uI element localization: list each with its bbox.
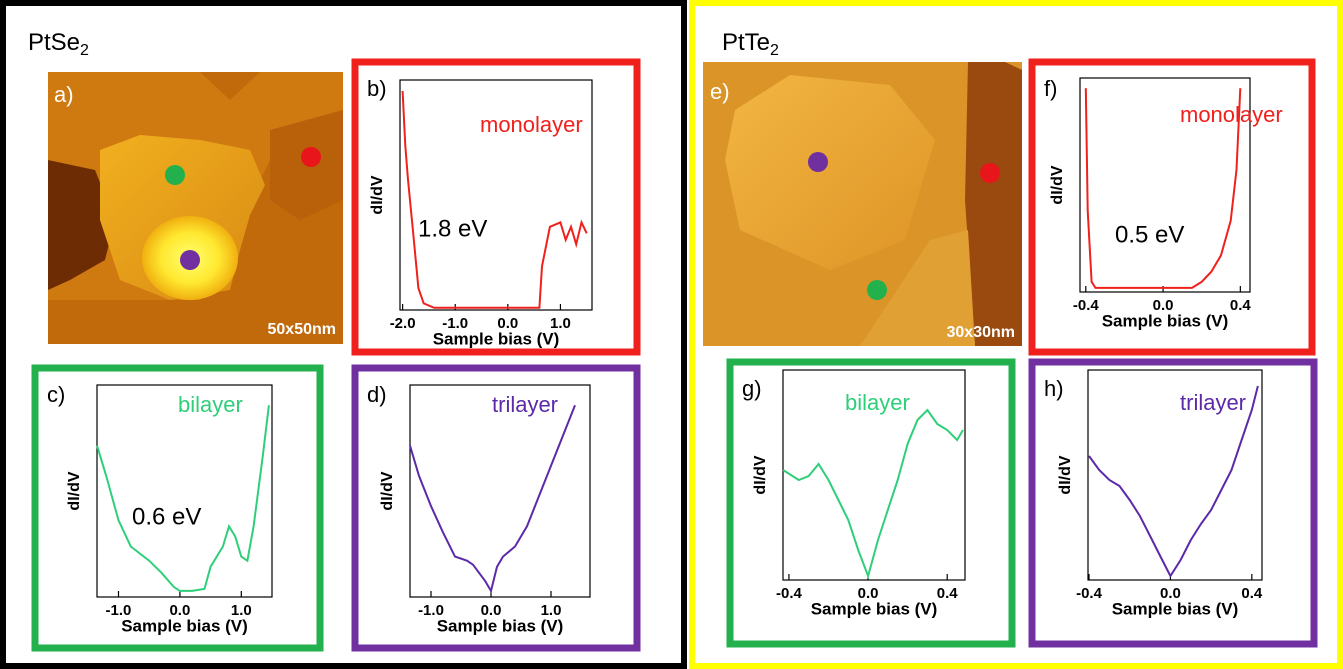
title-sub: 2 [770,42,779,59]
x-tick-label: 0.0 [1153,297,1174,314]
group-title: PtSe2 [28,29,89,59]
panel-label: c) [47,382,65,407]
gap-label: 1.8 eV [418,215,487,242]
x-axis-label: Sample bias (V) [811,599,938,618]
x-tick-label: 1.0 [231,602,252,619]
panel-frame [1028,358,1318,648]
panel-label: b) [367,76,387,101]
x-tick-label: 0.0 [858,585,879,602]
y-axis-label: dI/dV [1049,165,1066,204]
spectrum-line [1088,385,1259,579]
gap-label: 0.6 eV [132,503,201,530]
group-frame [689,0,1343,669]
spectrum-line [401,90,588,309]
spectrum-line [782,408,964,580]
plot-area [409,384,591,598]
annotation: trilayer [492,392,558,417]
spectrum-line [96,405,270,592]
scale-label: 50x50nm [268,321,337,338]
x-axis-label: Sample bias (V) [1112,599,1239,618]
plot-area [782,369,966,581]
annotation: bilayer [178,392,243,417]
x-tick-label: 0.0 [169,602,190,619]
plot-area [399,79,593,311]
title-base: PtSe [28,29,80,56]
y-axis-label: dI/dV [379,471,396,510]
panel-label: h) [1044,376,1064,401]
x-tick-label: -0.4 [1073,297,1100,314]
location-dot [980,163,1000,183]
gap-label: 0.5 eV [1115,221,1184,248]
annotation: bilayer [845,390,910,415]
panel-label: a) [54,82,74,107]
stm-image [703,62,1022,346]
x-tick-label: 1.0 [550,315,571,332]
location-dot [301,147,321,167]
y-axis-label: dI/dV [369,175,386,214]
location-dot [180,250,200,270]
plot-area [1079,77,1251,293]
x-axis-label: Sample bias (V) [433,329,560,348]
x-tick-label: 1.0 [541,602,562,619]
stm-image [48,72,343,344]
plot-area [96,384,273,598]
x-tick-label: -0.4 [1076,585,1103,602]
panel-frame [31,364,324,652]
y-axis-label: dI/dV [66,471,83,510]
x-tick-label: 0.0 [481,602,502,619]
panel-frame [351,364,641,652]
annotation: monolayer [480,112,583,137]
x-tick-label: 0.0 [1160,585,1181,602]
x-tick-label: -2.0 [390,315,416,332]
panel-frame [726,358,1016,648]
x-tick-label: -0.4 [776,585,803,602]
plot-area [1087,369,1263,581]
x-tick-label: 0.0 [497,315,518,332]
panel-label: f) [1044,76,1057,101]
y-axis-label: dI/dV [752,455,769,494]
annotation: trilayer [1180,390,1246,415]
panel-frame [351,58,641,356]
location-dot [808,152,828,172]
panel-frame [1028,58,1316,356]
scale-label: 30x30nm [947,324,1016,341]
x-tick-label: -1.0 [442,315,468,332]
x-axis-label: Sample bias (V) [1102,311,1229,330]
x-tick-label: -1.0 [418,602,444,619]
x-tick-label: -1.0 [106,602,132,619]
x-axis-label: Sample bias (V) [437,616,564,635]
group-title: PtTe2 [722,29,779,59]
location-dot [165,165,185,185]
x-tick-label: 0.4 [1241,585,1263,602]
x-tick-label: 0.4 [1230,297,1252,314]
spectrum-line [409,404,576,594]
panel-label: d) [367,382,387,407]
location-dot [867,280,887,300]
panel-label: e) [710,79,730,104]
group-frame [0,0,687,669]
annotation: monolayer [1180,102,1283,127]
title-base: PtTe [722,29,770,56]
x-tick-label: 0.4 [937,585,959,602]
title-sub: 2 [80,42,89,59]
spectrum-line [1084,88,1242,289]
x-axis-label: Sample bias (V) [121,616,248,635]
y-axis-label: dI/dV [1057,455,1074,494]
panel-label: g) [742,376,762,401]
